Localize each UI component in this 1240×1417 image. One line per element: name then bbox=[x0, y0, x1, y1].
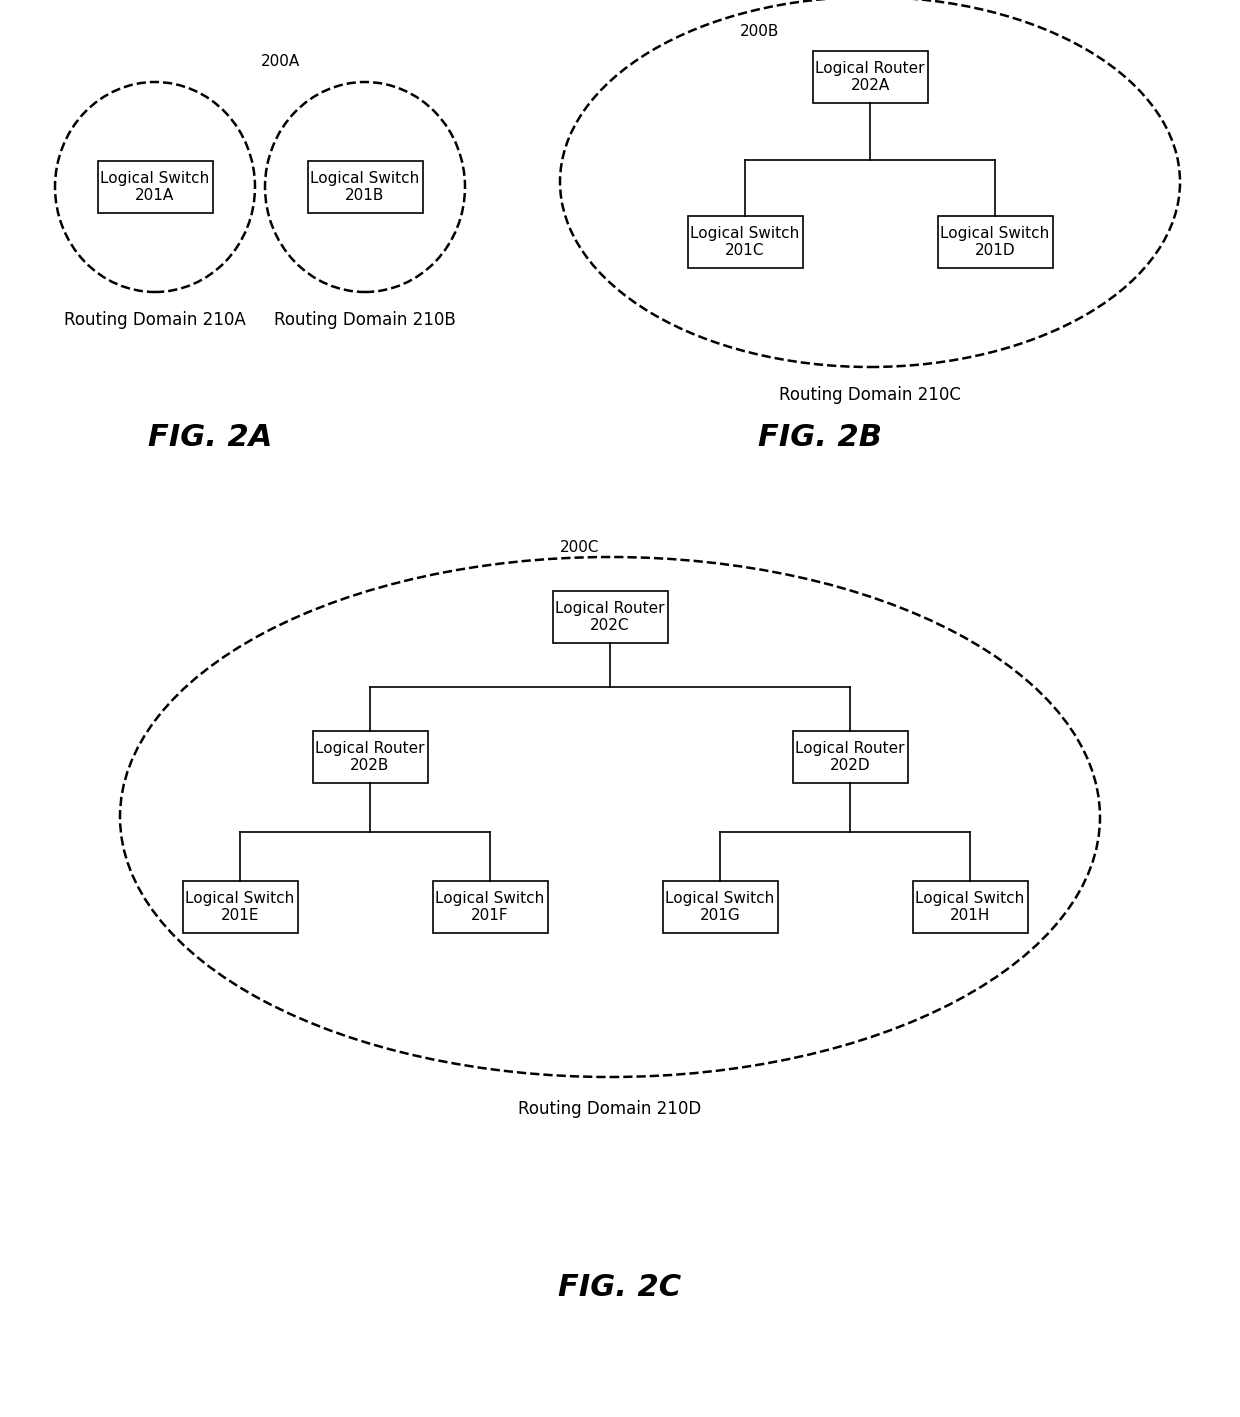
FancyBboxPatch shape bbox=[182, 881, 298, 932]
Text: Routing Domain 210C: Routing Domain 210C bbox=[779, 385, 961, 404]
Text: Logical Switch
201A: Logical Switch 201A bbox=[100, 171, 210, 203]
FancyBboxPatch shape bbox=[308, 162, 423, 213]
Text: Logical Router
202B: Logical Router 202B bbox=[315, 741, 425, 774]
Text: Logical Router
202D: Logical Router 202D bbox=[795, 741, 905, 774]
Text: Logical Switch
201C: Logical Switch 201C bbox=[691, 225, 800, 258]
FancyBboxPatch shape bbox=[662, 881, 777, 932]
Text: 200C: 200C bbox=[560, 540, 600, 554]
Text: Routing Domain 210A: Routing Domain 210A bbox=[64, 310, 246, 329]
FancyBboxPatch shape bbox=[433, 881, 548, 932]
Text: Logical Router
202C: Logical Router 202C bbox=[556, 601, 665, 633]
Text: Logical Switch
201F: Logical Switch 201F bbox=[435, 891, 544, 924]
FancyBboxPatch shape bbox=[913, 881, 1028, 932]
Text: Logical Switch
201B: Logical Switch 201B bbox=[310, 171, 419, 203]
Text: Logical Switch
201D: Logical Switch 201D bbox=[940, 225, 1049, 258]
Text: Logical Router
202A: Logical Router 202A bbox=[815, 61, 925, 94]
FancyBboxPatch shape bbox=[98, 162, 212, 213]
Text: Logical Switch
201E: Logical Switch 201E bbox=[185, 891, 295, 924]
FancyBboxPatch shape bbox=[312, 731, 428, 784]
Text: 200B: 200B bbox=[740, 24, 780, 40]
Text: FIG. 2B: FIG. 2B bbox=[758, 422, 882, 452]
FancyBboxPatch shape bbox=[553, 591, 667, 643]
Text: Logical Switch
201H: Logical Switch 201H bbox=[915, 891, 1024, 924]
Text: Logical Switch
201G: Logical Switch 201G bbox=[666, 891, 775, 924]
Text: Routing Domain 210B: Routing Domain 210B bbox=[274, 310, 456, 329]
Text: Routing Domain 210D: Routing Domain 210D bbox=[518, 1100, 702, 1118]
Text: FIG. 2C: FIG. 2C bbox=[558, 1272, 682, 1301]
Text: FIG. 2A: FIG. 2A bbox=[148, 422, 273, 452]
FancyBboxPatch shape bbox=[687, 215, 802, 268]
FancyBboxPatch shape bbox=[937, 215, 1053, 268]
FancyBboxPatch shape bbox=[812, 51, 928, 103]
Text: 200A: 200A bbox=[260, 54, 300, 69]
FancyBboxPatch shape bbox=[792, 731, 908, 784]
